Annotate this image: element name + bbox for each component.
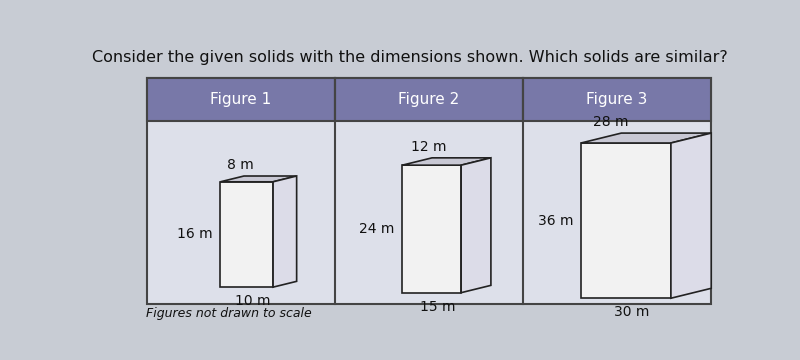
Polygon shape bbox=[461, 158, 491, 293]
Text: 15 m: 15 m bbox=[420, 300, 456, 314]
Bar bbox=[402, 165, 461, 293]
Text: 24 m: 24 m bbox=[359, 222, 395, 236]
Text: 30 m: 30 m bbox=[614, 305, 650, 319]
Polygon shape bbox=[273, 176, 297, 287]
Text: 12 m: 12 m bbox=[411, 140, 446, 154]
Text: 36 m: 36 m bbox=[538, 213, 574, 228]
Text: 28 m: 28 m bbox=[593, 115, 629, 129]
Text: Figure 2: Figure 2 bbox=[398, 92, 459, 107]
Text: 8 m: 8 m bbox=[227, 158, 254, 172]
Bar bbox=[220, 182, 273, 287]
Polygon shape bbox=[402, 158, 491, 165]
Polygon shape bbox=[220, 176, 297, 182]
Polygon shape bbox=[581, 133, 711, 143]
Text: Figure 3: Figure 3 bbox=[586, 92, 647, 107]
Text: 16 m: 16 m bbox=[178, 228, 213, 242]
Text: 10 m: 10 m bbox=[235, 294, 270, 308]
Text: Figures not drawn to scale: Figures not drawn to scale bbox=[146, 307, 312, 320]
Text: Consider the given solids with the dimensions shown. Which solids are similar?: Consider the given solids with the dimen… bbox=[92, 50, 728, 65]
Polygon shape bbox=[671, 133, 711, 298]
Text: Figure 1: Figure 1 bbox=[210, 92, 271, 107]
